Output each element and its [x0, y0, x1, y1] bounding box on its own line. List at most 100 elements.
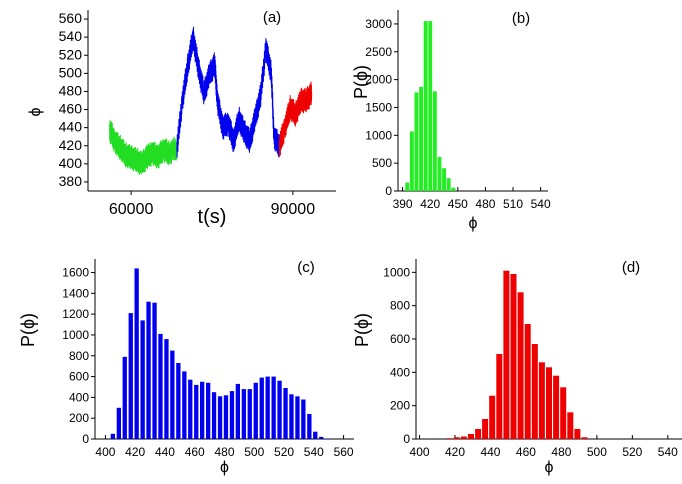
bar — [295, 396, 300, 439]
data-point — [273, 136, 275, 138]
x-axis-label: t(s) — [198, 206, 227, 228]
bar — [128, 313, 133, 439]
bar — [451, 187, 456, 191]
x-tick-label: 560 — [334, 445, 354, 459]
y-tick-label: 380 — [59, 173, 83, 189]
data-point — [208, 74, 210, 76]
x-tick-label: 440 — [155, 445, 175, 459]
bar — [110, 433, 115, 439]
x-tick-label: 500 — [244, 445, 264, 459]
data-point — [278, 145, 280, 147]
data-point — [214, 63, 216, 65]
x-axis-label: ϕ — [220, 459, 229, 476]
bar — [437, 157, 442, 191]
y-tick-label: 500 — [59, 64, 83, 80]
y-tick-label: 540 — [59, 28, 83, 44]
data-point — [152, 152, 154, 154]
bar — [211, 392, 217, 439]
y-tick-label: 200 — [390, 399, 410, 413]
data-point — [125, 154, 127, 156]
data-point — [265, 47, 267, 49]
y-tick-label: 1400 — [62, 286, 89, 300]
x-axis-label: ϕ — [545, 459, 554, 476]
bar — [432, 91, 437, 191]
x-tick-label: 90000 — [271, 201, 316, 218]
y-axis-label: ϕ — [27, 107, 44, 116]
data-point — [203, 92, 205, 94]
data-point — [243, 131, 245, 133]
bar — [307, 414, 312, 439]
data-point — [249, 140, 251, 142]
y-tick-label: 400 — [69, 390, 89, 404]
x-tick-label: 540 — [658, 445, 678, 459]
data-point — [197, 68, 200, 70]
bar — [217, 396, 223, 439]
panel-label: (a) — [263, 9, 281, 26]
bar — [503, 270, 510, 439]
bar — [122, 356, 127, 439]
bar — [158, 333, 163, 439]
y-tick-label: 500 — [372, 156, 392, 170]
y-axis-label: P(ϕ) — [351, 65, 371, 99]
y-tick-label: 400 — [390, 365, 410, 379]
bar — [265, 376, 270, 439]
data-point — [227, 122, 229, 124]
bar — [235, 383, 240, 439]
data-point — [259, 95, 262, 97]
y-tick-label: 1000 — [365, 128, 392, 142]
bar — [206, 382, 211, 439]
bar — [446, 438, 453, 439]
y-tick-label: 2000 — [365, 73, 392, 87]
panel-label: (d) — [622, 259, 640, 276]
bar — [453, 437, 460, 439]
x-tick-label: 420 — [445, 445, 465, 459]
x-tick-label: 480 — [475, 197, 495, 211]
data-point — [192, 36, 194, 38]
x-tick-label: 480 — [551, 445, 571, 459]
x-tick-label: 450 — [448, 197, 468, 211]
x-tick-label: 420 — [125, 445, 145, 459]
y-axis-label: P(ϕ) — [18, 313, 38, 347]
data-point — [162, 148, 165, 150]
bar — [182, 371, 187, 439]
y-tick-label: 1000 — [383, 265, 410, 279]
bar — [188, 379, 193, 439]
bar — [313, 431, 318, 439]
bar — [446, 178, 451, 191]
data-point — [216, 99, 218, 102]
y-tick-label: 520 — [59, 46, 83, 62]
data-point — [109, 128, 111, 131]
y-tick-label: 460 — [59, 101, 83, 117]
x-tick-label: 460 — [185, 445, 205, 459]
y-tick-label: 1200 — [62, 307, 89, 321]
bar — [567, 412, 574, 439]
y-axis-label: P(ϕ) — [352, 313, 372, 347]
data-point — [146, 156, 148, 158]
bar — [152, 302, 157, 439]
y-tick-label: 0 — [385, 184, 392, 198]
bar — [581, 437, 588, 439]
y-tick-label: 600 — [390, 332, 410, 346]
data-point — [295, 113, 297, 115]
x-tick-label: 440 — [480, 445, 500, 459]
bar — [442, 168, 446, 191]
bar — [460, 436, 467, 439]
bar — [546, 367, 552, 439]
bar — [468, 434, 474, 439]
bar — [277, 380, 282, 439]
bar — [253, 382, 258, 439]
bar — [164, 339, 169, 439]
bar — [319, 436, 324, 439]
bar — [140, 320, 145, 439]
bar — [247, 389, 252, 439]
panel-label: (c) — [297, 259, 315, 276]
x-tick-label: 540 — [531, 197, 551, 211]
bar — [553, 375, 560, 439]
bar — [170, 350, 175, 439]
x-tick-label: 510 — [503, 197, 523, 211]
x-tick-label: 60000 — [109, 201, 154, 218]
data-point — [311, 92, 313, 94]
bar — [574, 429, 581, 439]
data-point — [130, 156, 132, 159]
bar — [524, 324, 531, 439]
